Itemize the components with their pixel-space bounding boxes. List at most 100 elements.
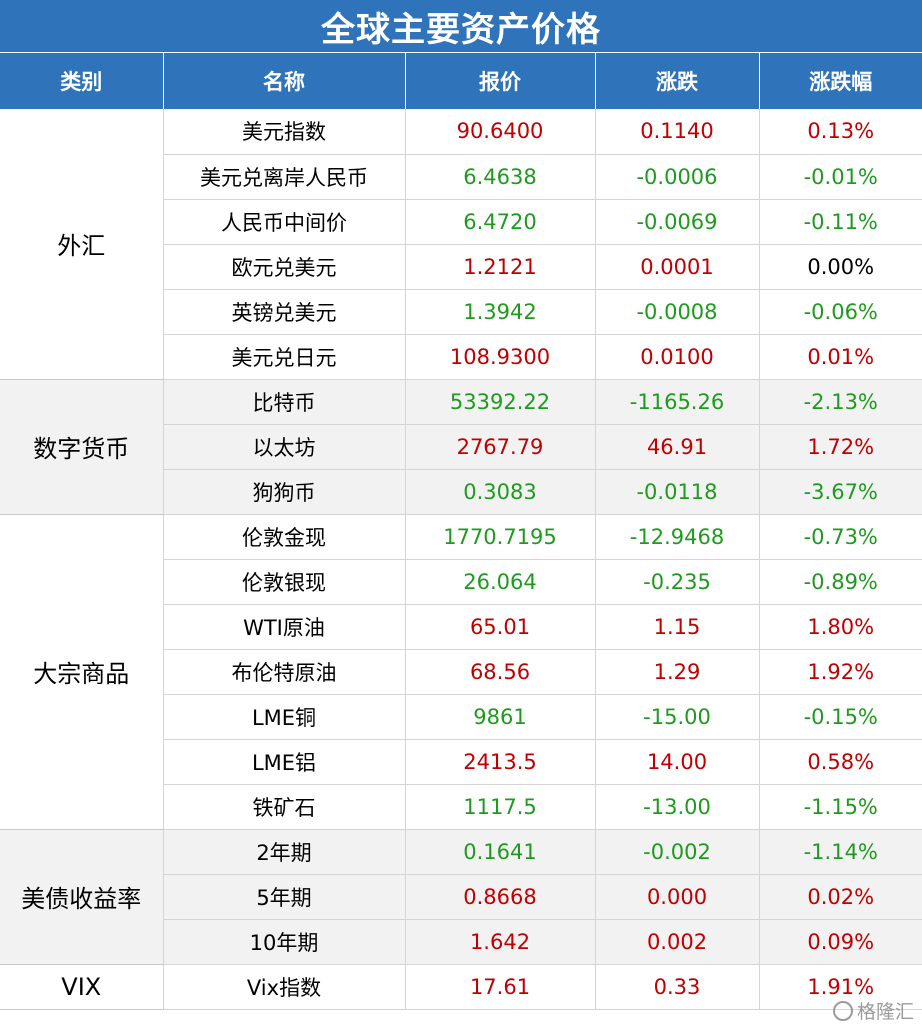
table-row: WTI原油 65.01 1.15 1.80% <box>0 604 922 650</box>
change-pct-cell: -3.67% <box>758 469 922 515</box>
price-cell: 1.642 <box>404 919 595 965</box>
category-cell: VIX <box>0 964 163 1010</box>
table-row: 外汇 美元指数 90.6400 0.1140 0.13% <box>0 109 922 380</box>
price-cell: 1117.5 <box>404 784 595 830</box>
name-cell: 10年期 <box>162 919 405 965</box>
price-cell: 17.61 <box>404 964 595 1010</box>
header-name: 名称 <box>162 52 405 109</box>
change-cell: 14.00 <box>594 739 759 785</box>
name-cell: 欧元兑美元 <box>162 244 405 290</box>
price-cell: 108.9300 <box>404 334 595 380</box>
table-row: 美债收益率 2年期 0.1641 -0.002 -1.14% <box>0 829 922 965</box>
watermark-text: 格隆汇 <box>856 1001 914 1023</box>
price-cell: 9861 <box>404 694 595 740</box>
change-cell: -15.00 <box>594 694 759 740</box>
price-cell: 90.6400 <box>404 109 595 155</box>
table-row: 狗狗币 0.3083 -0.0118 -3.67% <box>0 469 922 515</box>
change-cell: -0.0008 <box>594 289 759 335</box>
change-cell: 0.0100 <box>594 334 759 380</box>
name-cell: 狗狗币 <box>162 469 405 515</box>
name-cell: 人民币中间价 <box>162 199 405 245</box>
asset-price-table: 类别 名称 报价 涨跌 涨跌幅 外汇 美元指数 90.6400 0.1140 0.13%… <box>0 52 922 1010</box>
change-pct-cell: -0.11% <box>758 199 922 245</box>
change-cell: -0.0069 <box>594 199 759 245</box>
change-cell: 0.0001 <box>594 244 759 290</box>
category-cell: 美债收益率 <box>0 829 163 965</box>
category-cell: 数字货币 <box>0 379 163 515</box>
table-row: 铁矿石 1117.5 -13.00 -1.15% <box>0 784 922 830</box>
name-cell: 2年期 <box>162 829 405 875</box>
price-cell: 1770.7195 <box>404 514 595 560</box>
name-cell: LME铝 <box>162 739 405 785</box>
logo-circle-icon <box>832 1000 853 1021</box>
table-row: LME铝 2413.5 14.00 0.58% <box>0 739 922 785</box>
name-cell: 5年期 <box>162 874 405 920</box>
change-pct-cell: -0.01% <box>758 154 922 200</box>
price-cell: 6.4638 <box>404 154 595 200</box>
table-row: 人民币中间价 6.4720 -0.0069 -0.11% <box>0 199 922 245</box>
change-cell: -0.0118 <box>594 469 759 515</box>
price-cell: 26.064 <box>404 559 595 605</box>
change-cell: -13.00 <box>594 784 759 830</box>
change-cell: 1.15 <box>594 604 759 650</box>
table-row: 10年期 1.642 0.002 0.09% <box>0 919 922 965</box>
price-cell: 6.4720 <box>404 199 595 245</box>
change-pct-cell: 0.01% <box>758 334 922 380</box>
change-pct-cell: -0.06% <box>758 289 922 335</box>
change-cell: -0.002 <box>594 829 759 875</box>
table-row: 布伦特原油 68.56 1.29 1.92% <box>0 649 922 695</box>
change-pct-cell: 0.13% <box>758 109 922 155</box>
change-cell: 0.1140 <box>594 109 759 155</box>
change-cell: -1165.26 <box>594 379 759 425</box>
name-cell: Vix指数 <box>162 964 405 1010</box>
table-row: 大宗商品 伦敦金现 1770.7195 -12.9468 -0.73% <box>0 514 922 830</box>
table-row: 数字货币 比特币 53392.22 -1165.26 -2.13% <box>0 379 922 515</box>
name-cell: 布伦特原油 <box>162 649 405 695</box>
price-cell: 1.3942 <box>404 289 595 335</box>
table-header-row: 类别 名称 报价 涨跌 涨跌幅 <box>0 52 922 109</box>
table-row: 美元兑离岸人民币 6.4638 -0.0006 -0.01% <box>0 154 922 200</box>
table-row: 英镑兑美元 1.3942 -0.0008 -0.06% <box>0 289 922 335</box>
name-cell: 铁矿石 <box>162 784 405 830</box>
name-cell: 比特币 <box>162 379 405 425</box>
change-pct-cell: -1.15% <box>758 784 922 830</box>
watermark-logo: 格隆汇 <box>832 997 914 1024</box>
price-cell: 0.8668 <box>404 874 595 920</box>
table-row: 欧元兑美元 1.2121 0.0001 0.00% <box>0 244 922 290</box>
price-cell: 68.56 <box>404 649 595 695</box>
table-row: 5年期 0.8668 0.000 0.02% <box>0 874 922 920</box>
change-pct-cell: -0.73% <box>758 514 922 560</box>
header-change-pct: 涨跌幅 <box>758 52 922 109</box>
name-cell: 美元兑日元 <box>162 334 405 380</box>
change-pct-cell: 1.92% <box>758 649 922 695</box>
change-cell: -0.235 <box>594 559 759 605</box>
change-pct-cell: 0.09% <box>758 919 922 965</box>
page-title: 全球主要资产价格 <box>0 0 922 52</box>
change-pct-cell: 0.02% <box>758 874 922 920</box>
change-pct-cell: 0.00% <box>758 244 922 290</box>
change-pct-cell: 0.58% <box>758 739 922 785</box>
change-cell: 46.91 <box>594 424 759 470</box>
category-cell: 大宗商品 <box>0 514 163 830</box>
change-pct-cell: -2.13% <box>758 379 922 425</box>
price-cell: 0.1641 <box>404 829 595 875</box>
change-pct-cell: -1.14% <box>758 829 922 875</box>
price-cell: 2767.79 <box>404 424 595 470</box>
change-pct-cell: 1.91% <box>758 964 922 1010</box>
change-cell: 0.000 <box>594 874 759 920</box>
price-cell: 53392.22 <box>404 379 595 425</box>
table-row: 美元兑日元 108.9300 0.0100 0.01% <box>0 334 922 380</box>
table-row: LME铜 9861 -15.00 -0.15% <box>0 694 922 740</box>
name-cell: 英镑兑美元 <box>162 289 405 335</box>
name-cell: 伦敦银现 <box>162 559 405 605</box>
name-cell: 美元指数 <box>162 109 405 155</box>
table-row: 伦敦银现 26.064 -0.235 -0.89% <box>0 559 922 605</box>
table-row: VIX Vix指数 17.61 0.33 1.91% <box>0 964 922 1010</box>
category-cell: 外汇 <box>0 109 163 380</box>
change-cell: 0.002 <box>594 919 759 965</box>
change-cell: 0.33 <box>594 964 759 1010</box>
change-pct-cell: -0.89% <box>758 559 922 605</box>
change-pct-cell: -0.15% <box>758 694 922 740</box>
header-category: 类别 <box>0 52 163 109</box>
name-cell: 以太坊 <box>162 424 405 470</box>
